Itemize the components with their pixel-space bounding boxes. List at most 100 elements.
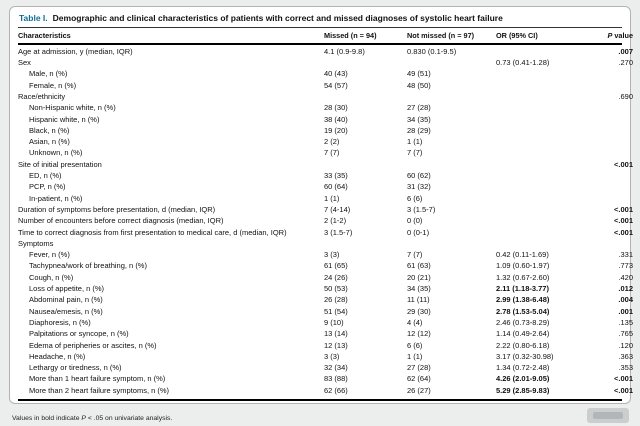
row-label: Fever, n (%) bbox=[29, 251, 70, 260]
p-value bbox=[588, 127, 634, 135]
not-missed-value: 62 (64) bbox=[407, 375, 431, 384]
row-label: Diaphoresis, n (%) bbox=[29, 318, 91, 327]
not-missed-value: 61 (63) bbox=[407, 262, 431, 271]
or-value: 1.34 (0.72-2.48) bbox=[496, 364, 550, 373]
p-value: .353 bbox=[618, 364, 633, 373]
or-value bbox=[496, 217, 588, 225]
not-missed-value: 7 (7) bbox=[407, 251, 423, 260]
or-value bbox=[496, 161, 588, 169]
missed-value: 2 (1-2) bbox=[324, 217, 347, 226]
not-missed-value: 3 (1.5-7) bbox=[407, 205, 436, 214]
p-value: .270 bbox=[618, 59, 633, 68]
not-missed-value: 0 (0) bbox=[407, 217, 423, 226]
row-label: Lethargy or tiredness, n (%) bbox=[29, 364, 122, 373]
p-value bbox=[588, 183, 634, 191]
table-row: Headache, n (%) 3 (3) 1 (1) 3.17 (0.32-30.9… bbox=[18, 351, 633, 362]
table-row: Hispanic white, n (%) 38 (40) 34 (35) bbox=[18, 114, 622, 125]
table-row: Sex 0.73 (0.41-1.28) .270 bbox=[18, 58, 633, 69]
column-header: Characteristics bbox=[18, 31, 71, 40]
not-missed-value: 0 (0-1) bbox=[407, 228, 430, 237]
table-card: Table I. Demographic and clinical charact… bbox=[9, 6, 633, 404]
missed-value: 26 (28) bbox=[324, 296, 348, 305]
p-value: .012 bbox=[618, 285, 633, 294]
or-value: 0.73 (0.41-1.28) bbox=[496, 59, 550, 68]
missed-value: 3 (3) bbox=[324, 352, 340, 361]
p-value bbox=[588, 116, 634, 124]
table-row: Diaphoresis, n (%) 9 (10) 4 (4) 2.46 (0.73-… bbox=[18, 317, 633, 328]
or-value bbox=[496, 48, 588, 56]
not-missed-value: 31 (32) bbox=[407, 183, 431, 192]
missed-value bbox=[324, 161, 407, 169]
or-value: 5.29 (2.85-9.83) bbox=[496, 386, 550, 395]
watermark-logo bbox=[587, 407, 629, 423]
missed-value: 9 (10) bbox=[324, 318, 344, 327]
p-value: .420 bbox=[618, 273, 633, 282]
table-body: Age at admission, y (median, IQR) 4.1 (0.… bbox=[18, 45, 633, 401]
not-missed-value: 27 (28) bbox=[407, 104, 431, 113]
not-missed-value: 34 (35) bbox=[407, 115, 431, 124]
row-label: Number of encounters before correct diag… bbox=[18, 217, 224, 226]
row-label: Edema of peripheries or ascites, n (%) bbox=[29, 341, 157, 350]
or-value bbox=[496, 229, 588, 237]
p-value bbox=[588, 82, 634, 90]
not-missed-value bbox=[407, 240, 496, 248]
missed-value: 62 (66) bbox=[324, 386, 348, 395]
or-value bbox=[496, 70, 588, 78]
or-value: 2.11 (1.18-3.77) bbox=[496, 285, 549, 294]
or-value: 2.99 (1.38-6.48) bbox=[496, 296, 550, 305]
row-label: Site of initial presentation bbox=[18, 160, 102, 169]
table-row: In-patient, n (%) 1 (1) 6 (6) bbox=[18, 193, 622, 204]
or-value: 1.14 (0.49-2.64) bbox=[496, 330, 550, 339]
table-row: Male, n (%) 40 (43) 49 (51) bbox=[18, 69, 622, 80]
p-value: <.001 bbox=[614, 205, 633, 214]
row-label: Symptoms bbox=[18, 239, 54, 248]
row-label: Race/ethnicity bbox=[18, 92, 66, 101]
or-value bbox=[496, 127, 588, 135]
not-missed-value: 60 (62) bbox=[407, 172, 431, 181]
or-value bbox=[496, 82, 588, 90]
missed-value: 12 (13) bbox=[324, 341, 348, 350]
p-value: <.001 bbox=[614, 375, 633, 384]
row-label: Sex bbox=[18, 59, 31, 68]
missed-value: 7 (7) bbox=[324, 149, 340, 158]
p-value: .690 bbox=[618, 92, 633, 101]
not-missed-value: 28 (29) bbox=[407, 126, 431, 135]
row-label: Palpitations or syncope, n (%) bbox=[29, 330, 129, 339]
or-value bbox=[496, 138, 588, 146]
p-value: .004 bbox=[618, 296, 633, 305]
table-row: ED, n (%) 33 (35) 60 (62) bbox=[18, 171, 622, 182]
or-value bbox=[496, 172, 588, 180]
missed-value: 40 (43) bbox=[324, 70, 348, 79]
p-value: <.001 bbox=[614, 228, 633, 237]
or-value bbox=[496, 183, 588, 191]
or-value bbox=[496, 116, 588, 124]
missed-value bbox=[324, 93, 407, 101]
not-missed-value bbox=[407, 59, 496, 67]
missed-value: 83 (88) bbox=[324, 375, 348, 384]
or-value: 1.09 (0.60-1.97) bbox=[496, 262, 550, 271]
table-row: Unknown, n (%) 7 (7) 7 (7) bbox=[18, 148, 622, 159]
row-label: Time to correct diagnosis from first pre… bbox=[18, 228, 287, 237]
table-row: Loss of appetite, n (%) 50 (53) 34 (35) 2.1… bbox=[18, 284, 633, 295]
not-missed-value: 20 (21) bbox=[407, 273, 431, 282]
row-label: Loss of appetite, n (%) bbox=[29, 285, 105, 294]
missed-value: 61 (65) bbox=[324, 262, 348, 271]
row-label: Cough, n (%) bbox=[29, 273, 74, 282]
missed-value: 3 (1.5-7) bbox=[324, 228, 353, 237]
missed-value: 13 (14) bbox=[324, 330, 348, 339]
table-row: Black, n (%) 19 (20) 28 (29) bbox=[18, 125, 622, 136]
p-value: .135 bbox=[618, 318, 633, 327]
or-value bbox=[496, 240, 588, 248]
missed-value: 54 (57) bbox=[324, 81, 348, 90]
p-value: <.001 bbox=[614, 160, 633, 169]
or-value bbox=[496, 149, 588, 157]
not-missed-value: 6 (6) bbox=[407, 341, 423, 350]
not-missed-value: 1 (1) bbox=[407, 138, 423, 147]
table-row: Time to correct diagnosis from first pre… bbox=[18, 227, 633, 238]
row-label: Abdominal pain, n (%) bbox=[29, 296, 103, 305]
row-label: More than 2 heart failure symptoms, n (%… bbox=[29, 386, 170, 395]
not-missed-value: 0.830 (0.1-9.5) bbox=[407, 47, 457, 56]
table-row: Symptoms bbox=[18, 238, 622, 249]
table-row: Site of initial presentation <.001 bbox=[18, 159, 633, 170]
